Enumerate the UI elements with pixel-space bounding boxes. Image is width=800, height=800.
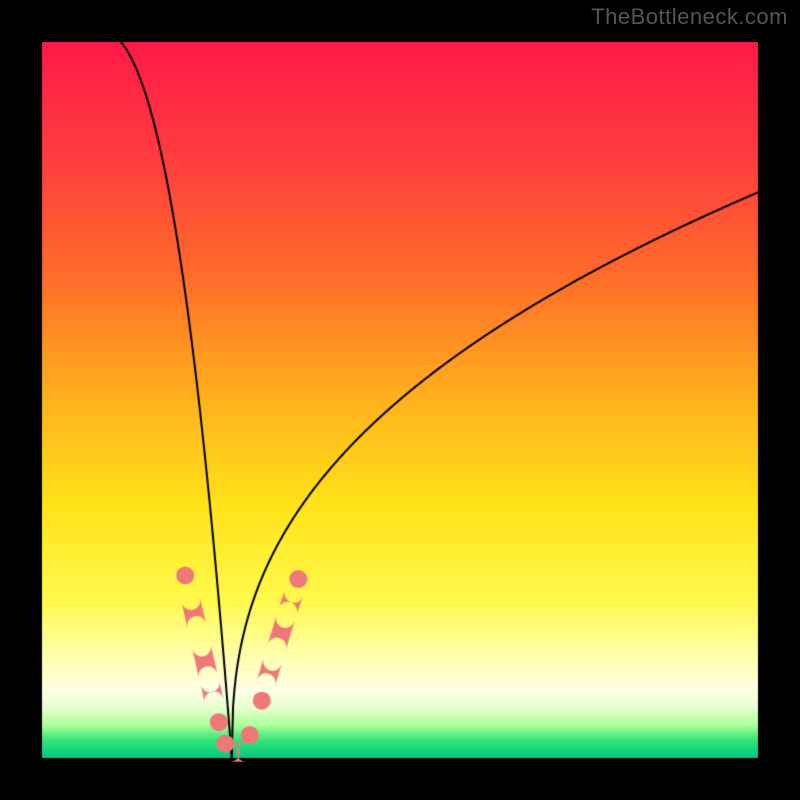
chart-stage: TheBottleneck.com — [0, 0, 800, 800]
watermark-text: TheBottleneck.com — [591, 4, 788, 30]
bottleneck-curve-chart — [0, 0, 800, 800]
